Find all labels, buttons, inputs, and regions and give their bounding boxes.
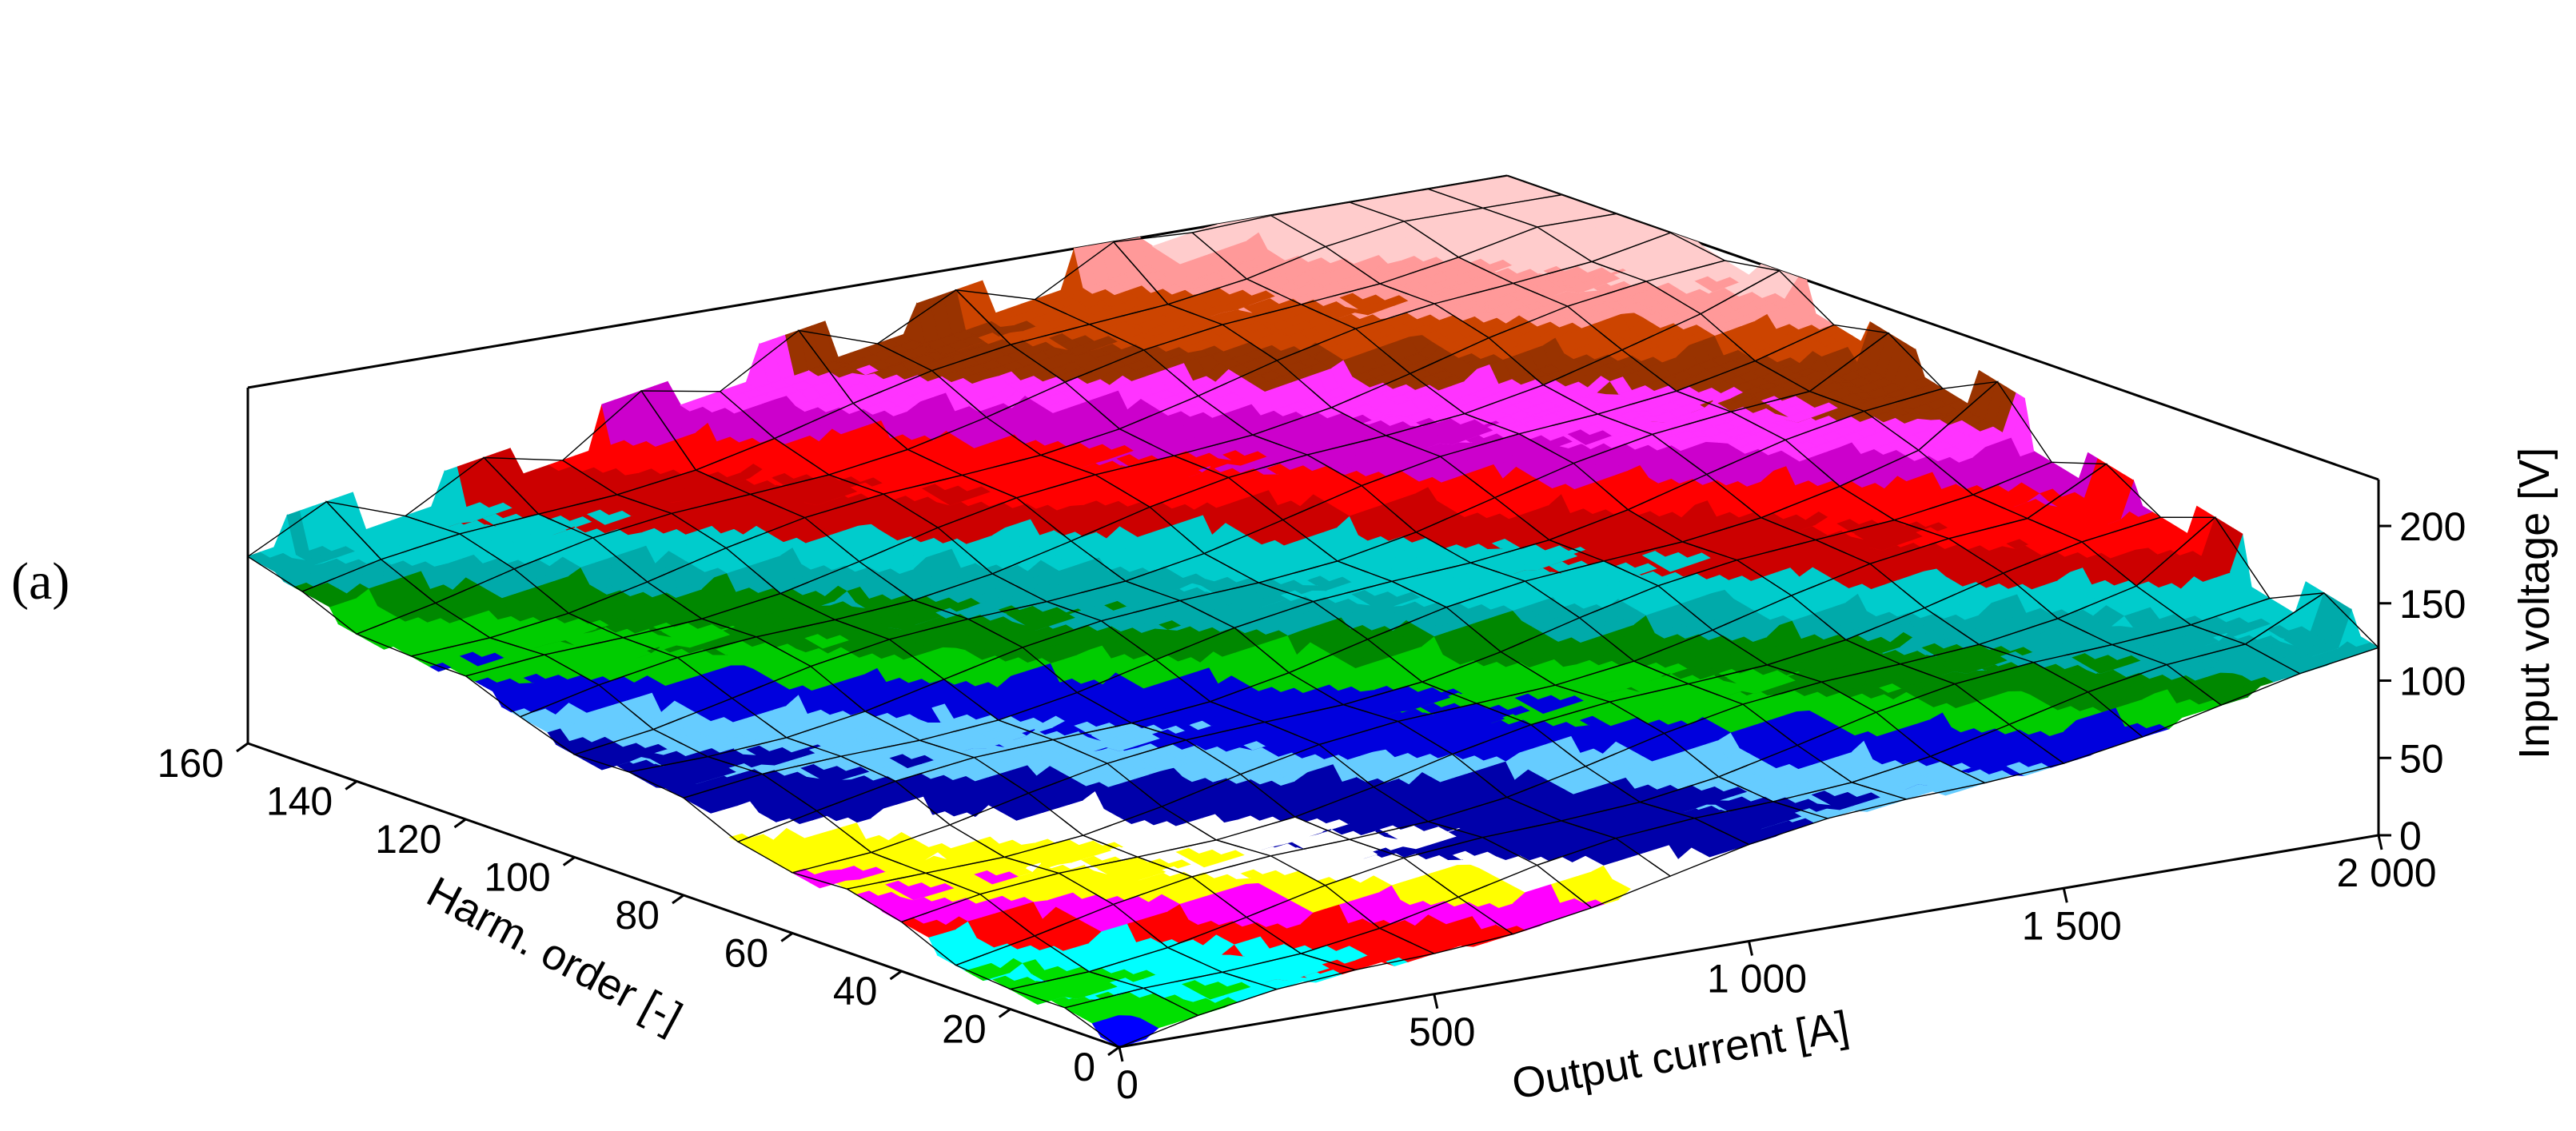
surface-cell [1324,221,1460,285]
surface-cell [1566,281,1702,351]
surface-cell [1482,194,1617,228]
surface-cell [1299,283,1437,330]
surface-cell [1535,213,1673,263]
surface-cell [1589,232,1727,282]
surface-cell [1428,175,1562,209]
surface-cell [1645,260,1781,315]
surface-plot [246,175,2380,1048]
surface-cell [1269,201,1406,248]
